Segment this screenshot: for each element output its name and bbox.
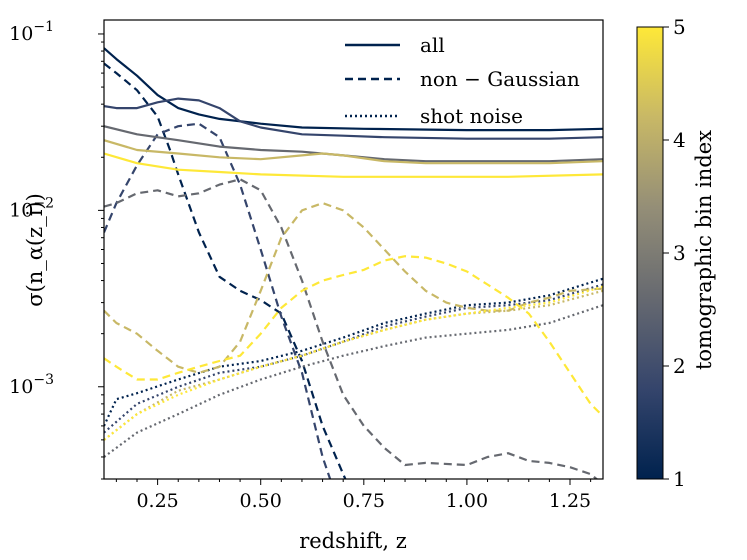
series-line-bin3-dotted: [104, 304, 603, 458]
y-tick-label: 10−2: [9, 195, 54, 221]
colorbar: [636, 26, 664, 480]
x-tick-label: 0.50: [240, 490, 282, 512]
colorbar-ticks: 1 2 3 4 5: [663, 15, 686, 491]
x-tick-label: 1.25: [549, 490, 591, 512]
x-tick-label: 1.00: [446, 490, 488, 512]
series-line-bin2-dashed: [104, 122, 332, 479]
x-tick-label: 0.75: [343, 490, 385, 512]
plot-frame: [103, 19, 604, 480]
y-axis-label: σ(n_α(z_i)): [23, 193, 47, 307]
legend-label-non-gaussian: non − Gaussian: [420, 67, 580, 91]
legend-label-shot-noise: shot noise: [420, 104, 523, 128]
x-tick-label: 0.25: [136, 490, 178, 512]
colorbar-tick-label: 5: [673, 15, 686, 39]
series-line-bin1-dashed: [104, 62, 347, 479]
series-line-bin5-dotted: [104, 285, 603, 441]
series-layer: [104, 47, 603, 479]
series-line-bin5-solid: [104, 152, 603, 178]
x-axis-label: redshift, z: [299, 529, 407, 553]
series-line-bin3-dashed: [104, 178, 599, 479]
series-line-bin1-dotted: [104, 277, 603, 427]
colorbar-tick-label: 2: [673, 354, 686, 378]
colorbar-tick-label: 3: [673, 241, 686, 265]
series-line-bin5-dashed: [104, 255, 603, 418]
series-line-bin1-solid: [104, 47, 603, 132]
series-line-bin4-solid: [104, 139, 603, 165]
legend: all non − Gaussian shot noise: [345, 33, 580, 128]
y-tick-label: 10−1: [9, 19, 54, 45]
series-line-bin4-dashed: [104, 202, 603, 374]
y-tick-label: 10−3: [9, 372, 54, 398]
axis-ticks: 0.25 0.50 0.75 1.00 1.25 10−3 10−2 10−1: [9, 19, 591, 512]
colorbar-tick-label: 1: [673, 467, 686, 491]
colorbar-label: tomographic bin index: [692, 130, 716, 370]
colorbar-tick-label: 4: [673, 128, 686, 152]
series-line-bin2-solid: [104, 97, 603, 140]
legend-label-all: all: [420, 33, 445, 57]
